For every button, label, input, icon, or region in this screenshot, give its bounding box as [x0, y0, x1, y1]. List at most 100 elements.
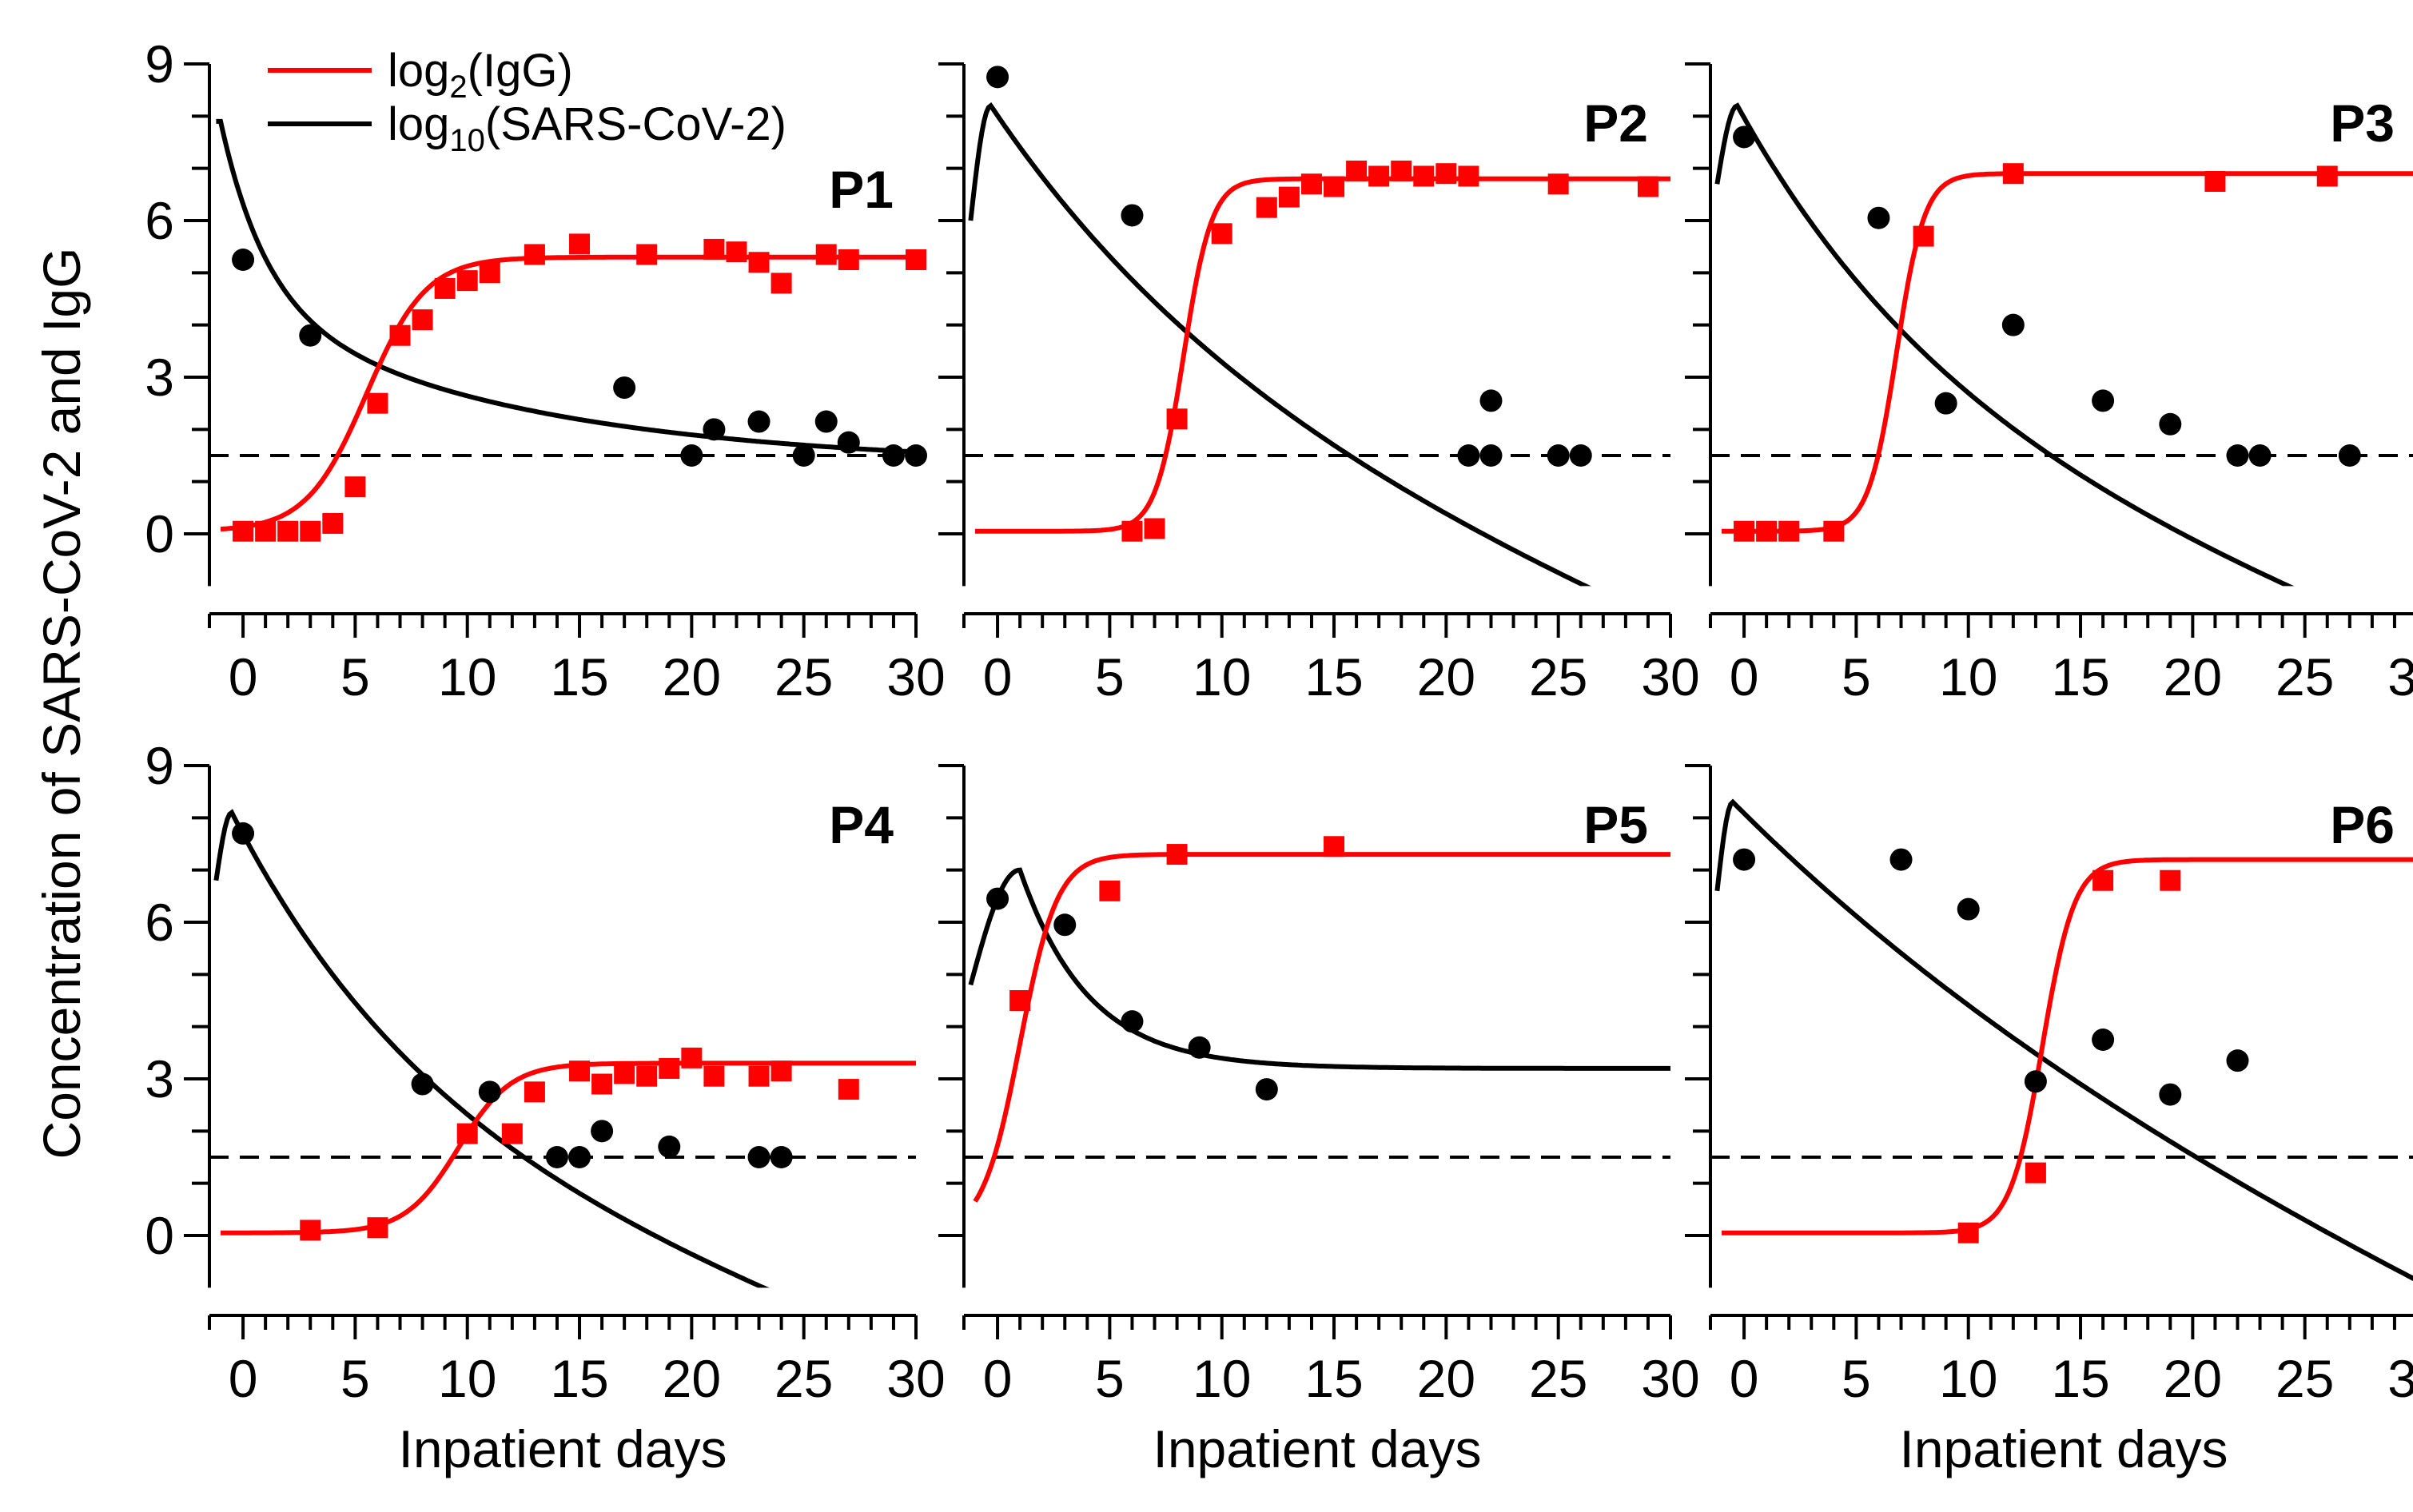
igg-data-point	[659, 1057, 680, 1079]
igg-data-point	[1823, 520, 1845, 542]
virus-data-point	[568, 1146, 591, 1168]
virus-data-point	[770, 1146, 793, 1168]
virus-data-point	[1867, 206, 1890, 229]
igg-data-point	[1368, 165, 1390, 187]
x-tick-label: 10	[438, 647, 496, 706]
igg-data-point	[1346, 160, 1368, 181]
virus-data-point	[1479, 444, 1503, 467]
x-tick-label: 15	[2051, 1349, 2109, 1408]
igg-data-point	[2204, 171, 2226, 192]
x-tick-label: 0	[983, 1349, 1013, 1408]
virus-data-point	[2024, 1070, 2047, 1093]
igg-data-point	[524, 244, 545, 265]
virus-data-point	[1121, 204, 1144, 227]
x-tick-label: 0	[1730, 647, 1759, 706]
virus-data-point	[1255, 1078, 1278, 1101]
x-tick-label: 15	[550, 1349, 608, 1408]
virus-data-point	[1733, 848, 1756, 871]
x-tick-label: 20	[663, 1349, 721, 1408]
igg-data-point	[367, 392, 388, 414]
x-axis-title: Inpatient days	[1153, 1419, 1482, 1478]
virus-data-point	[1957, 897, 1980, 921]
virus-data-point	[2226, 1049, 2249, 1072]
x-tick-label: 25	[2276, 647, 2334, 706]
x-tick-label: 5	[1095, 1349, 1125, 1408]
x-tick-label: 20	[663, 647, 721, 706]
x-tick-label: 20	[1417, 1349, 1475, 1408]
igg-data-point	[770, 1060, 792, 1082]
igg-data-point	[1413, 165, 1435, 187]
igg-data-point	[838, 1079, 859, 1100]
igg-data-point	[2002, 163, 2024, 185]
igg-data-point	[1211, 223, 1232, 245]
igg-data-point	[277, 520, 299, 542]
x-tick-label: 0	[229, 1349, 258, 1408]
virus-data-point	[2001, 313, 2025, 336]
igg-data-point	[703, 238, 725, 260]
igg-data-point	[1166, 408, 1188, 430]
igg-data-point	[1256, 197, 1277, 218]
igg-data-point	[1913, 225, 1934, 247]
igg-data-point	[1778, 520, 1800, 542]
virus-data-point	[680, 444, 703, 467]
virus-data-point	[591, 1120, 614, 1143]
igg-data-point	[1278, 186, 1300, 208]
x-tick-label: 30	[1641, 1349, 1699, 1408]
virus-data-point	[882, 444, 905, 467]
x-tick-label: 0	[1730, 1349, 1759, 1408]
virus-data-point	[2092, 1029, 2115, 1051]
x-tick-label: 10	[1939, 1349, 1997, 1408]
y-tick-label: 9	[145, 736, 174, 795]
x-tick-label: 20	[1417, 647, 1475, 706]
igg-data-point	[703, 1065, 725, 1087]
panel-label: P1	[829, 160, 894, 219]
virus-data-point	[1889, 848, 1913, 871]
igg-data-point	[838, 249, 859, 270]
igg-data-point	[2316, 165, 2338, 187]
igg-data-point	[636, 1065, 658, 1087]
igg-model-curve	[1722, 171, 2413, 534]
igg-data-point	[906, 249, 926, 270]
virus-data-point	[1188, 1036, 1211, 1059]
x-tick-label: 25	[1529, 1349, 1587, 1408]
x-tick-label: 20	[2164, 1349, 2222, 1408]
virus-data-point	[837, 431, 860, 454]
virus-data-point	[2248, 444, 2272, 467]
igg-data-point	[569, 233, 591, 255]
igg-data-point	[1300, 173, 1322, 195]
virus-data-point	[703, 418, 726, 441]
virus-data-point	[1121, 1010, 1144, 1033]
igg-data-point	[322, 512, 344, 534]
legend-igg-label: log2(IgG)	[388, 45, 573, 105]
x-tick-label: 10	[1939, 647, 1997, 706]
igg-data-point	[412, 309, 433, 331]
igg-data-point	[636, 244, 658, 265]
igg-data-point	[1637, 176, 1658, 197]
virus-data-point	[986, 887, 1009, 910]
panel-label: P6	[2330, 795, 2395, 854]
virus-model-curve	[1714, 798, 2413, 1282]
igg-data-point	[569, 1060, 591, 1082]
x-tick-label: 25	[1529, 647, 1587, 706]
igg-data-point	[1324, 176, 1345, 197]
x-tick-label: 10	[1193, 647, 1251, 706]
x-tick-label: 0	[983, 647, 1013, 706]
x-tick-label: 5	[340, 1349, 370, 1408]
igg-data-point	[770, 273, 792, 294]
x-tick-label: 15	[1304, 647, 1363, 706]
virus-data-point	[1479, 389, 1503, 412]
virus-data-point	[1547, 444, 1570, 467]
igg-data-point	[456, 270, 478, 292]
igg-data-point	[1166, 844, 1188, 865]
panel-p4: 0 3 6 9 0 5 10 15 20 25 30 Inpatient days P4	[145, 736, 945, 1478]
virus-data-point	[814, 410, 838, 433]
igg-data-point	[524, 1081, 545, 1103]
igg-data-point	[300, 1220, 321, 1241]
x-axis-title: Inpatient days	[1900, 1419, 2228, 1478]
x-tick-label: 25	[2276, 1349, 2334, 1408]
virus-data-point	[478, 1080, 501, 1104]
x-tick-label: 30	[886, 647, 945, 706]
virus-model-curve	[968, 101, 1591, 587]
igg-data-point	[1435, 163, 1457, 185]
